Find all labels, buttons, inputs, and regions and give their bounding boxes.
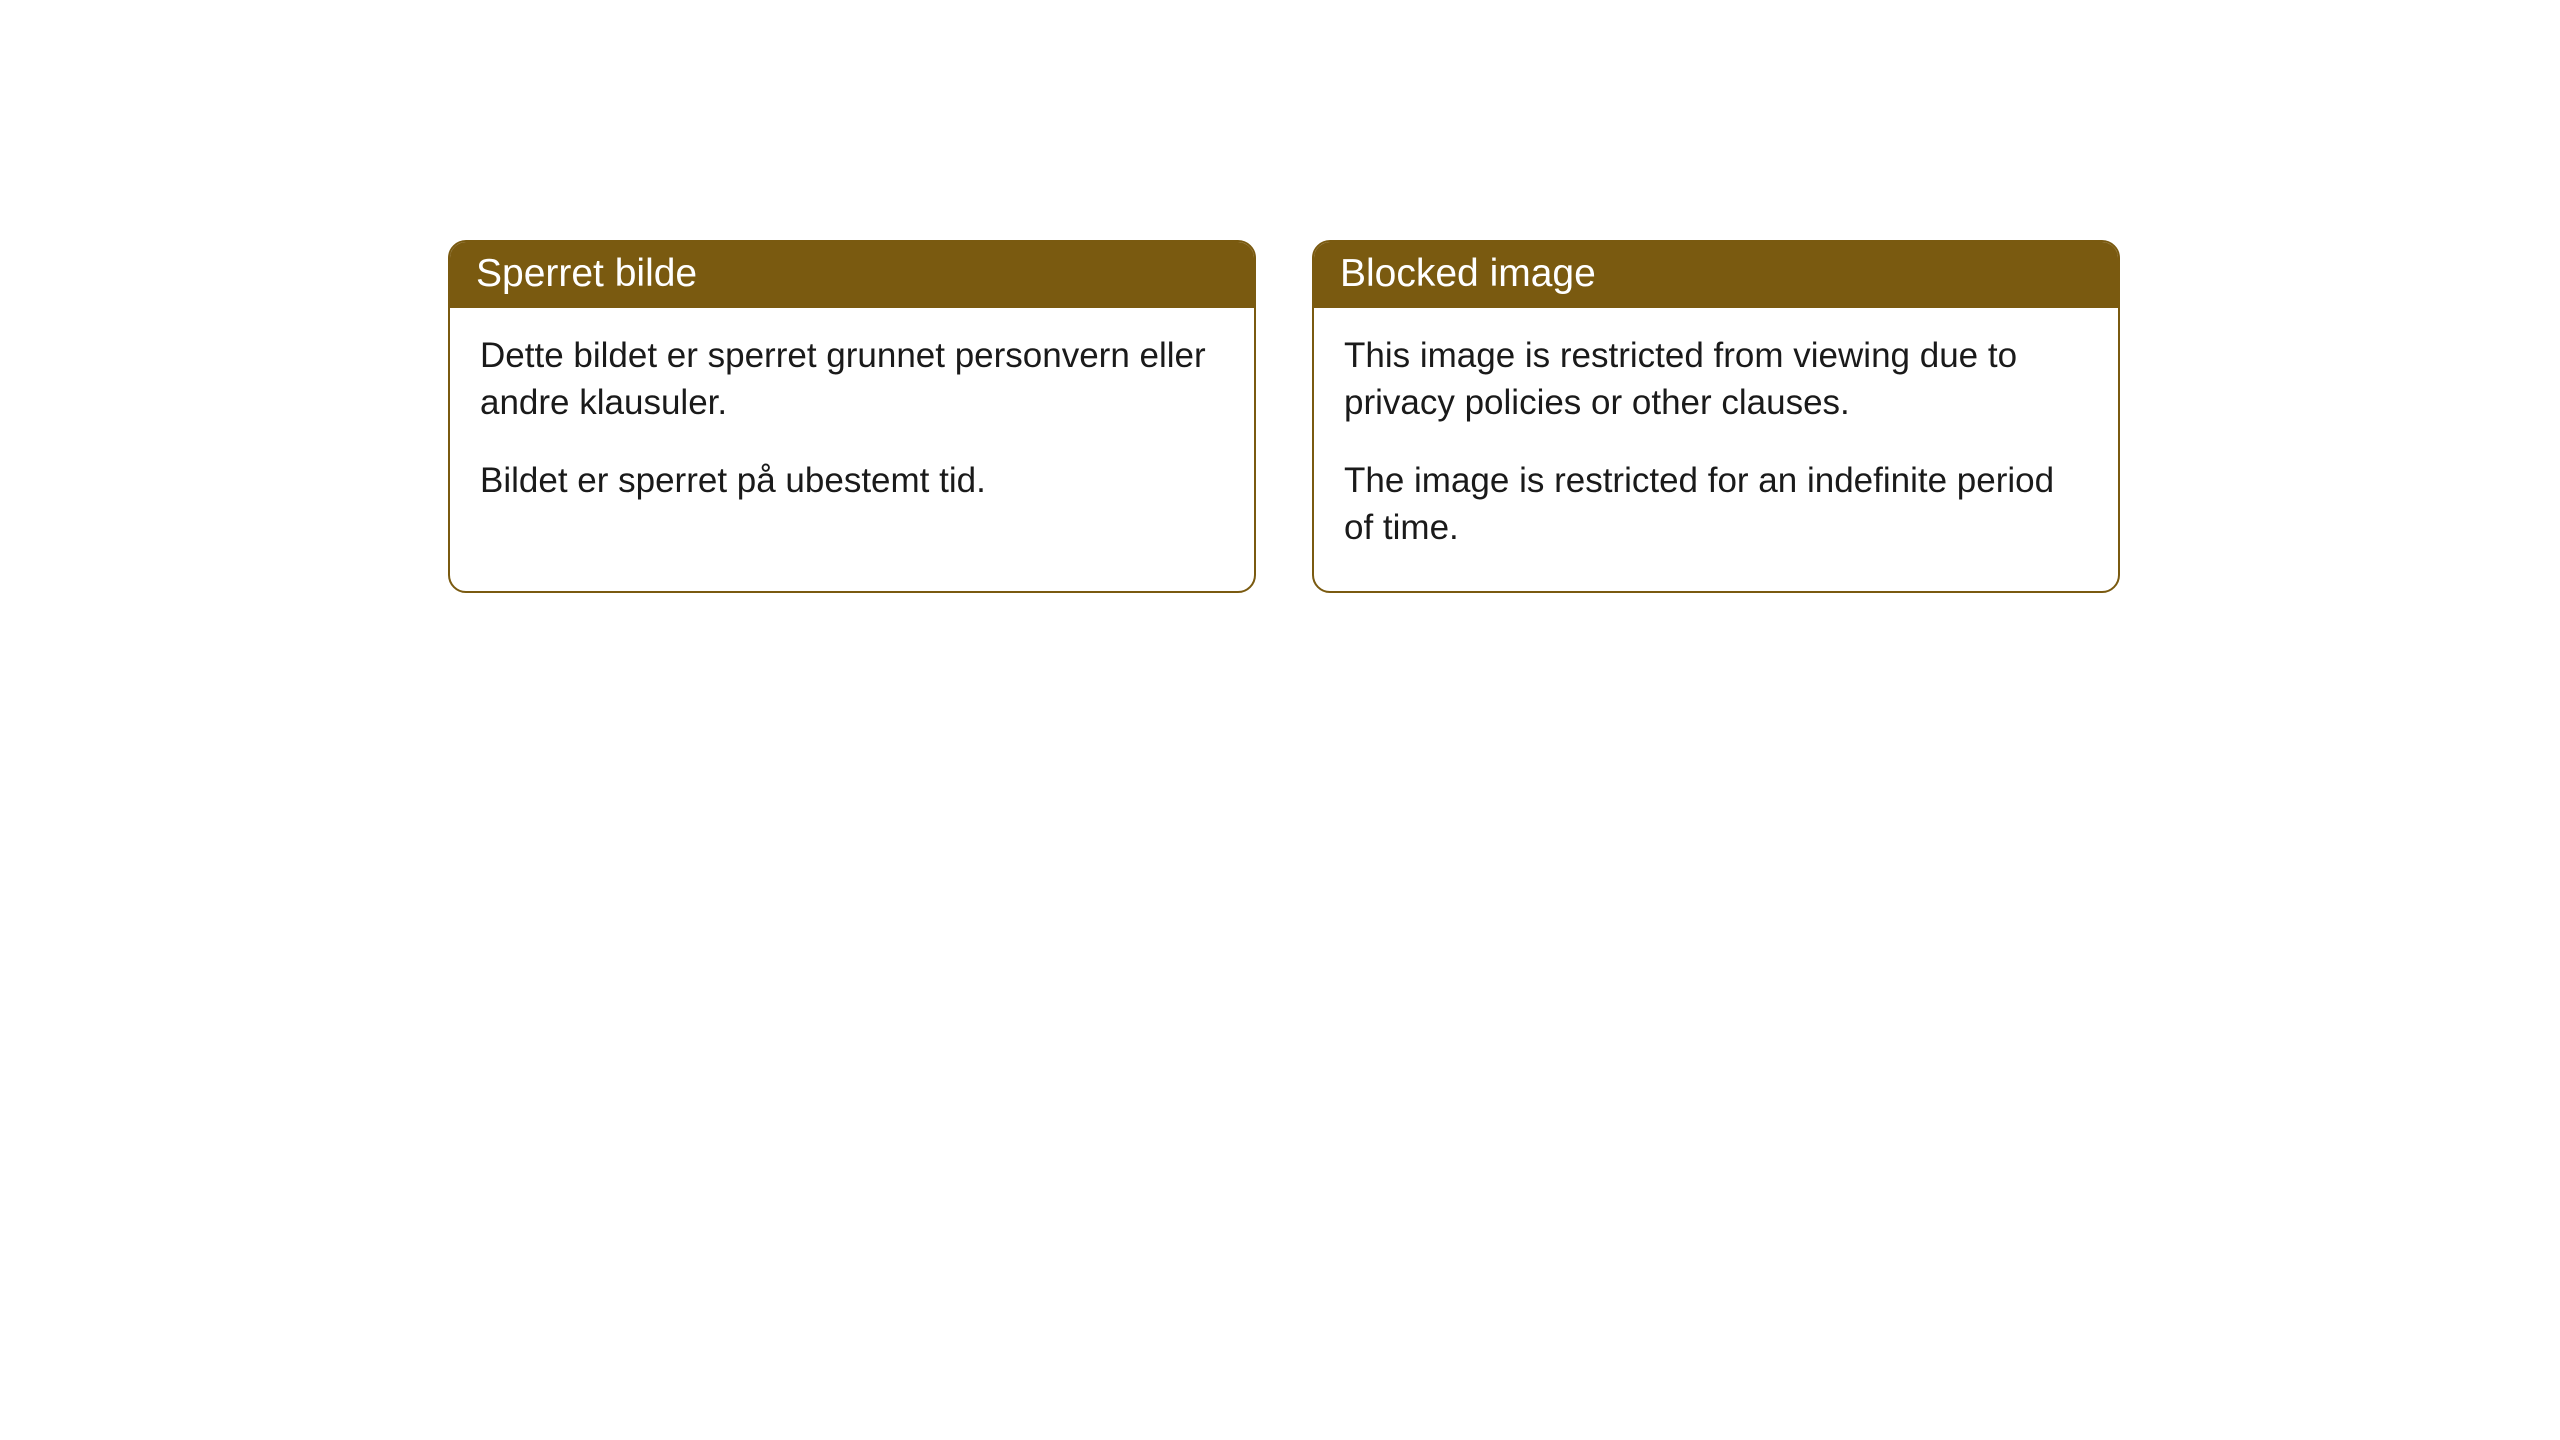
blocked-image-card-en: Blocked image This image is restricted f… [1312,240,2120,593]
blocked-image-card-no: Sperret bilde Dette bildet er sperret gr… [448,240,1256,593]
card-paragraph: Dette bildet er sperret grunnet personve… [480,332,1224,427]
notice-container: Sperret bilde Dette bildet er sperret gr… [0,0,2560,593]
card-paragraph: Bildet er sperret på ubestemt tid. [480,457,1224,504]
card-paragraph: This image is restricted from viewing du… [1344,332,2088,427]
card-title: Sperret bilde [450,242,1254,308]
card-body: This image is restricted from viewing du… [1314,308,2118,591]
card-body: Dette bildet er sperret grunnet personve… [450,308,1254,544]
card-paragraph: The image is restricted for an indefinit… [1344,457,2088,552]
card-title: Blocked image [1314,242,2118,308]
